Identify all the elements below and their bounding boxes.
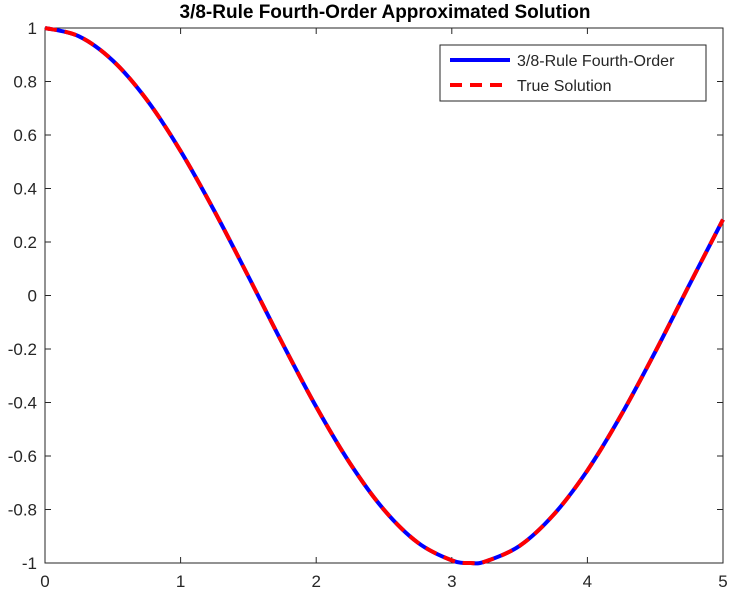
x-tick-label: 0 [40,572,49,591]
y-tick-label: -0.8 [8,501,37,520]
legend-label: True Solution [517,78,612,95]
y-tick-label: 0.2 [13,233,37,252]
y-tick-label: -0.4 [8,394,37,413]
legend-label: 3/8-Rule Fourth-Order [517,53,675,70]
x-tick-label: 1 [176,572,185,591]
y-tick-label: 0.4 [13,180,37,199]
x-tick-label: 3 [447,572,456,591]
legend-box [439,44,707,102]
y-tick-label: 0.8 [13,73,37,92]
x-tick-label: 5 [718,572,727,591]
y-tick-label: -1 [22,554,37,573]
chart-title: 3/8-Rule Fourth-Order Approximated Solut… [180,2,591,23]
plot-frame [44,27,724,564]
y-tick-label: -0.2 [8,340,37,359]
y-tick-label: -0.6 [8,447,37,466]
series-layer [44,26,725,566]
y-tick-label: 1 [28,19,37,38]
x-tick-label: 4 [583,572,592,591]
y-tick-label: 0.6 [13,126,37,145]
legend: 3/8-Rule Fourth-Order True Solution [439,44,707,102]
x-tick-label: 2 [311,572,320,591]
y-tick-label: 0 [28,287,37,306]
tick-layer: 0 1 2 3 4 5 1 0.8 0.6 0.4 0.2 0 -0.2 -0.4 -0.6 -0.8 -1 [8,19,728,591]
series-line-true-solution [44,26,725,566]
